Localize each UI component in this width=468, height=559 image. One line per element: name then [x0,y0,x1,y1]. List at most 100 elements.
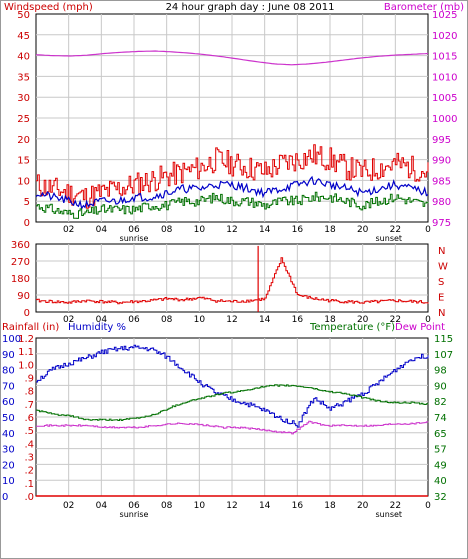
panel1-right-tick-label: 1005 [432,93,457,104]
panel3-humidity-tick-label: 60 [2,397,15,408]
panel1-series-line-2 [35,175,429,211]
panel3-x-tick-label: 20 [357,501,369,511]
panel3-rain-tick-label: .6 [24,413,34,424]
panel1-sunset-label: sunset [376,234,403,243]
panel1-left-tick-label: 10 [17,176,30,187]
panel2-x-tick-label: 20 [357,315,369,325]
panel3-temperature-tick-label: 82 [434,397,447,408]
panel1-right-tick-label: 1010 [432,72,457,83]
panel3-x-tick-label: 14 [259,501,271,511]
panel1-right-tick-label: 995 [432,135,451,146]
panel2-x-tick-label: 06 [128,315,140,325]
panel1-title: 24 hour graph day : June 08 2011 [166,2,335,13]
panel2-series-line [36,257,429,305]
panel1-left-tick-label: 25 [17,114,30,125]
panel1-right-tick-label: 1025 [432,10,457,21]
panel3-dewpoint-axis-label: Dew Point [395,322,445,333]
panel3-rain-tick-label: 1.0 [18,360,34,371]
panel1-x-tick-label: 04 [96,225,108,235]
panel3-rain-tick-label: .9 [24,374,34,385]
panel2-right-tick-label: N [438,308,445,319]
panel3-rain-tick-label: .8 [24,387,34,398]
panel1-right-tick-label: 975 [432,218,451,229]
panel3-humidity-tick-label: 30 [2,445,15,456]
panel3-temperature-tick-label: 74 [434,413,447,424]
panel1-x-tick-label: 08 [161,225,173,235]
panel3-x-tick-label: 08 [161,501,173,511]
panel2-right-tick-label: W [438,262,448,273]
panel3-x-tick-label: 06 [128,501,140,511]
panel3-x-tick-label: 10 [194,501,206,511]
panel3-sunset-label: sunset [376,510,403,519]
panel1-right-tick-label: 990 [432,156,451,167]
panel3-temperature-tick-label: 107 [434,350,453,361]
panel1-x-tick-label: 12 [226,225,237,235]
panel1-x-tick-label: 02 [63,225,74,235]
panel2-left-tick-label: 270 [11,257,30,268]
panel3-rain-tick-label: .1 [24,479,34,490]
panel3-temperature-tick-label: 57 [434,445,447,456]
panel1-left-tick-label: 5 [24,197,30,208]
panel3-humidity-tick-label: 90 [2,350,15,361]
panel3-temperature-tick-label: 32 [434,492,447,503]
panel1-series-line-3 [36,191,429,219]
panel2-left-tick-label: 360 [11,240,30,251]
panel3-rain-tick-label: .7 [24,400,34,411]
panel1-right-tick-label: 1000 [432,114,457,125]
panel3-x-tick-label: 04 [96,501,108,511]
panel2-x-tick-label: 14 [259,315,271,325]
panel2-x-tick-label: 22 [390,315,401,325]
panel1-x-tick-label: 16 [292,225,304,235]
panel3-series-line-2 [36,420,429,435]
panel2-right-tick-label: E [438,293,444,304]
panel1-right-tick-label: 1015 [432,52,457,63]
panel3-rain-tick-label: 1.2 [18,334,34,345]
panel1-series-line-0 [35,50,429,66]
panel3-rain-tick-label: .3 [24,453,34,464]
panel1-x-tick-label: 22 [390,225,401,235]
panel2-x-tick-label: 18 [324,315,336,325]
panel1-left-axis-label: Windspeed (mph) [4,2,93,13]
panel3-rain-tick-label: 1.1 [18,347,34,358]
panel3-x-tick-label: 12 [226,501,237,511]
panel1-left-tick-label: 30 [17,93,30,104]
panel2-x-tick-label: 12 [226,315,237,325]
panel3-series-line-0 [36,344,429,428]
panel2-left-tick-label: 90 [17,291,30,302]
panel3-humidity-axis-label: Humidity % [68,322,126,333]
panel3-sunrise-label: sunrise [120,510,149,519]
panel1-left-tick-label: 0 [24,218,30,229]
panel2-x-tick-label: 10 [194,315,206,325]
panel3-temperature-tick-label: 98 [434,366,447,377]
panel3-humidity-tick-label: 50 [2,413,15,424]
panel1-left-tick-label: 45 [17,31,30,42]
panel3-humidity-tick-label: 70 [2,381,15,392]
panel3-temperature-tick-label: 49 [434,460,447,471]
panel2-right-tick-label: N [438,246,445,257]
panel3-humidity-tick-label: 10 [2,476,15,487]
panel3-temperature-tick-label: 90 [434,381,447,392]
panel1-right-tick-label: 985 [432,176,451,187]
panel1-right-axis-label: Barometer (mb) [384,2,464,13]
panel3-humidity-tick-label: 20 [2,460,15,471]
panel3-x-tick-label: 22 [390,501,401,511]
panel1-left-tick-label: 20 [17,135,30,146]
panel3-series-line-1 [36,384,429,421]
panel2-x-tick-label: 0 [425,315,431,325]
panel1-x-tick-label: 14 [259,225,271,235]
panel3-x-tick-label: 18 [324,501,336,511]
panel3-rain-tick-label: .2 [24,466,34,477]
panel3-temperature-tick-label: 65 [434,429,447,440]
panel2-left-tick-label: 180 [11,274,30,285]
panel3-rain-axis-label: Rainfall (in) [2,322,59,333]
panel3-x-tick-label: 16 [292,501,304,511]
panel3-x-tick-label: 0 [425,501,431,511]
panel3-humidity-tick-label: 0 [2,492,8,503]
panel1-right-tick-label: 1020 [432,31,457,42]
panel1-left-tick-label: 50 [17,10,30,21]
panel3-rain-tick-label: .4 [24,439,34,450]
panel3-temperature-tick-label: 40 [434,476,447,487]
panel1-x-tick-label: 0 [425,225,431,235]
